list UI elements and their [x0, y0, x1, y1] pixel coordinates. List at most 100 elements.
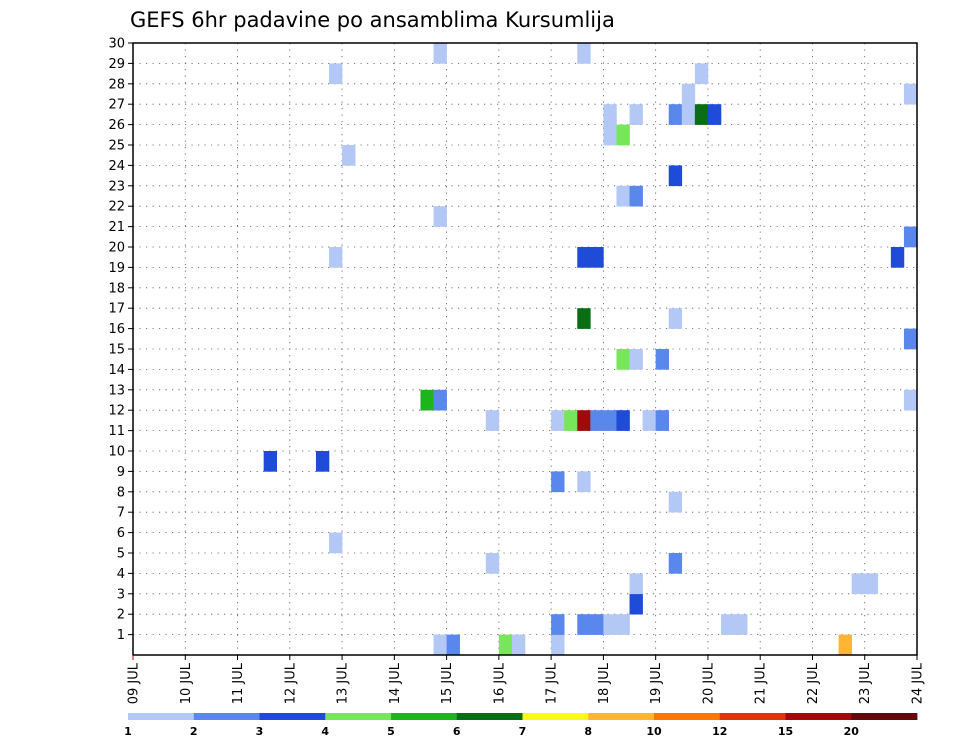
colorbar-swatch	[391, 713, 458, 720]
x-tick-label: 23 JUL	[858, 662, 873, 704]
colorbar-label: 3	[256, 725, 264, 738]
colorbar-swatch	[456, 713, 523, 720]
y-tick-label: 23	[108, 179, 125, 194]
y-tick-label: 8	[117, 485, 125, 500]
colorbar-swatch	[259, 713, 326, 720]
x-tick-label: 15 JUL	[440, 662, 455, 704]
x-tick-label: 09 JUL	[127, 662, 142, 704]
precip-cell	[629, 104, 643, 125]
precip-cell	[551, 471, 565, 493]
y-tick-label: 9	[117, 465, 125, 480]
colorbar-swatch	[851, 713, 918, 720]
precip-cell	[577, 614, 591, 635]
precip-cell	[590, 410, 604, 431]
colorbar-swatch	[128, 713, 195, 720]
precip-cell	[577, 247, 591, 268]
precip-cell	[564, 410, 578, 431]
precip-cell	[668, 553, 683, 574]
precip-cell	[890, 247, 905, 268]
precip-cell	[681, 83, 696, 105]
precip-cell	[485, 410, 500, 431]
precip-cell	[694, 104, 709, 125]
colorbar-swatch	[588, 713, 655, 720]
y-tick-label: 22	[108, 200, 125, 215]
precip-cell	[315, 451, 330, 472]
precip-cell	[433, 43, 447, 64]
x-tick-label: 10 JUL	[179, 662, 194, 704]
precip-cell	[603, 124, 617, 146]
precip-cells	[263, 43, 918, 656]
precip-cell	[616, 185, 630, 207]
x-tick-label: 17 JUL	[545, 662, 560, 704]
x-tick-label: 22 JUL	[806, 662, 821, 704]
colorbar-label: 4	[321, 725, 329, 738]
x-tick-label: 11 JUL	[231, 662, 246, 704]
precip-cell	[629, 349, 643, 370]
colorbar-label: 5	[387, 725, 395, 738]
precip-cell	[329, 63, 343, 85]
precip-cell	[342, 145, 356, 166]
colorbar-label: 10	[646, 725, 662, 738]
colorbar-label: 7	[519, 725, 527, 738]
x-tick-label: 13 JUL	[336, 662, 351, 704]
grid	[132, 42, 918, 655]
y-tick-label: 21	[108, 220, 125, 235]
y-tick-label: 18	[108, 281, 125, 296]
precip-cell	[603, 410, 617, 431]
y-axis: 1234567891011121314151617181920212223242…	[108, 37, 133, 643]
x-tick-label: 16 JUL	[492, 662, 507, 704]
precip-cell	[603, 104, 617, 125]
precip-cell	[329, 532, 343, 554]
precip-cell	[629, 573, 643, 595]
precip-cell	[329, 247, 343, 268]
precip-cell	[864, 573, 879, 595]
precip-cell	[263, 451, 278, 472]
precip-cell	[433, 389, 447, 411]
precip-cell	[498, 634, 513, 656]
precip-cell	[590, 614, 604, 635]
colorbar-swatch	[522, 713, 589, 720]
y-tick-label: 6	[117, 526, 125, 541]
colorbar-swatch	[785, 713, 852, 720]
precip-cell	[668, 104, 683, 125]
colorbar-label: 20	[844, 725, 860, 738]
y-tick-label: 20	[108, 241, 125, 256]
precip-cell	[903, 389, 918, 411]
x-tick-label: 14 JUL	[388, 662, 403, 704]
precip-cell	[903, 83, 918, 105]
y-tick-label: 15	[108, 343, 125, 358]
precip-cell	[838, 634, 852, 656]
precip-cell	[603, 614, 617, 635]
precip-cell	[616, 614, 630, 635]
colorbar-swatch	[325, 713, 392, 720]
precip-cell	[616, 410, 630, 431]
precip-cell	[681, 104, 696, 125]
y-tick-label: 14	[108, 363, 125, 378]
precip-cell	[629, 593, 643, 615]
precip-cell	[629, 185, 643, 207]
precip-cell	[551, 634, 565, 656]
y-tick-label: 29	[108, 57, 125, 72]
precip-cell	[590, 247, 604, 268]
y-tick-label: 28	[108, 77, 125, 92]
colorbar-swatch	[719, 713, 786, 720]
colorbar-label: 1	[124, 725, 132, 738]
precip-cell	[655, 410, 670, 431]
x-tick-label: 24 JUL	[911, 662, 926, 704]
y-tick-label: 3	[117, 587, 125, 602]
precip-cell	[851, 573, 866, 595]
precip-cell	[433, 634, 447, 656]
colorbar-label: 6	[453, 725, 461, 738]
precip-cell	[616, 124, 630, 146]
y-tick-label: 5	[117, 547, 125, 562]
precip-cell	[616, 349, 630, 370]
y-tick-label: 30	[108, 37, 125, 52]
precip-cell	[903, 328, 918, 350]
colorbar-label: 8	[584, 725, 592, 738]
precip-cell	[420, 389, 434, 411]
y-tick-label: 16	[108, 322, 125, 337]
colorbar: 1 2 3 4 5 6 7 8 10 12 15 20	[124, 713, 918, 738]
y-tick-label: 26	[108, 118, 125, 133]
colorbar-swatch	[193, 713, 260, 720]
